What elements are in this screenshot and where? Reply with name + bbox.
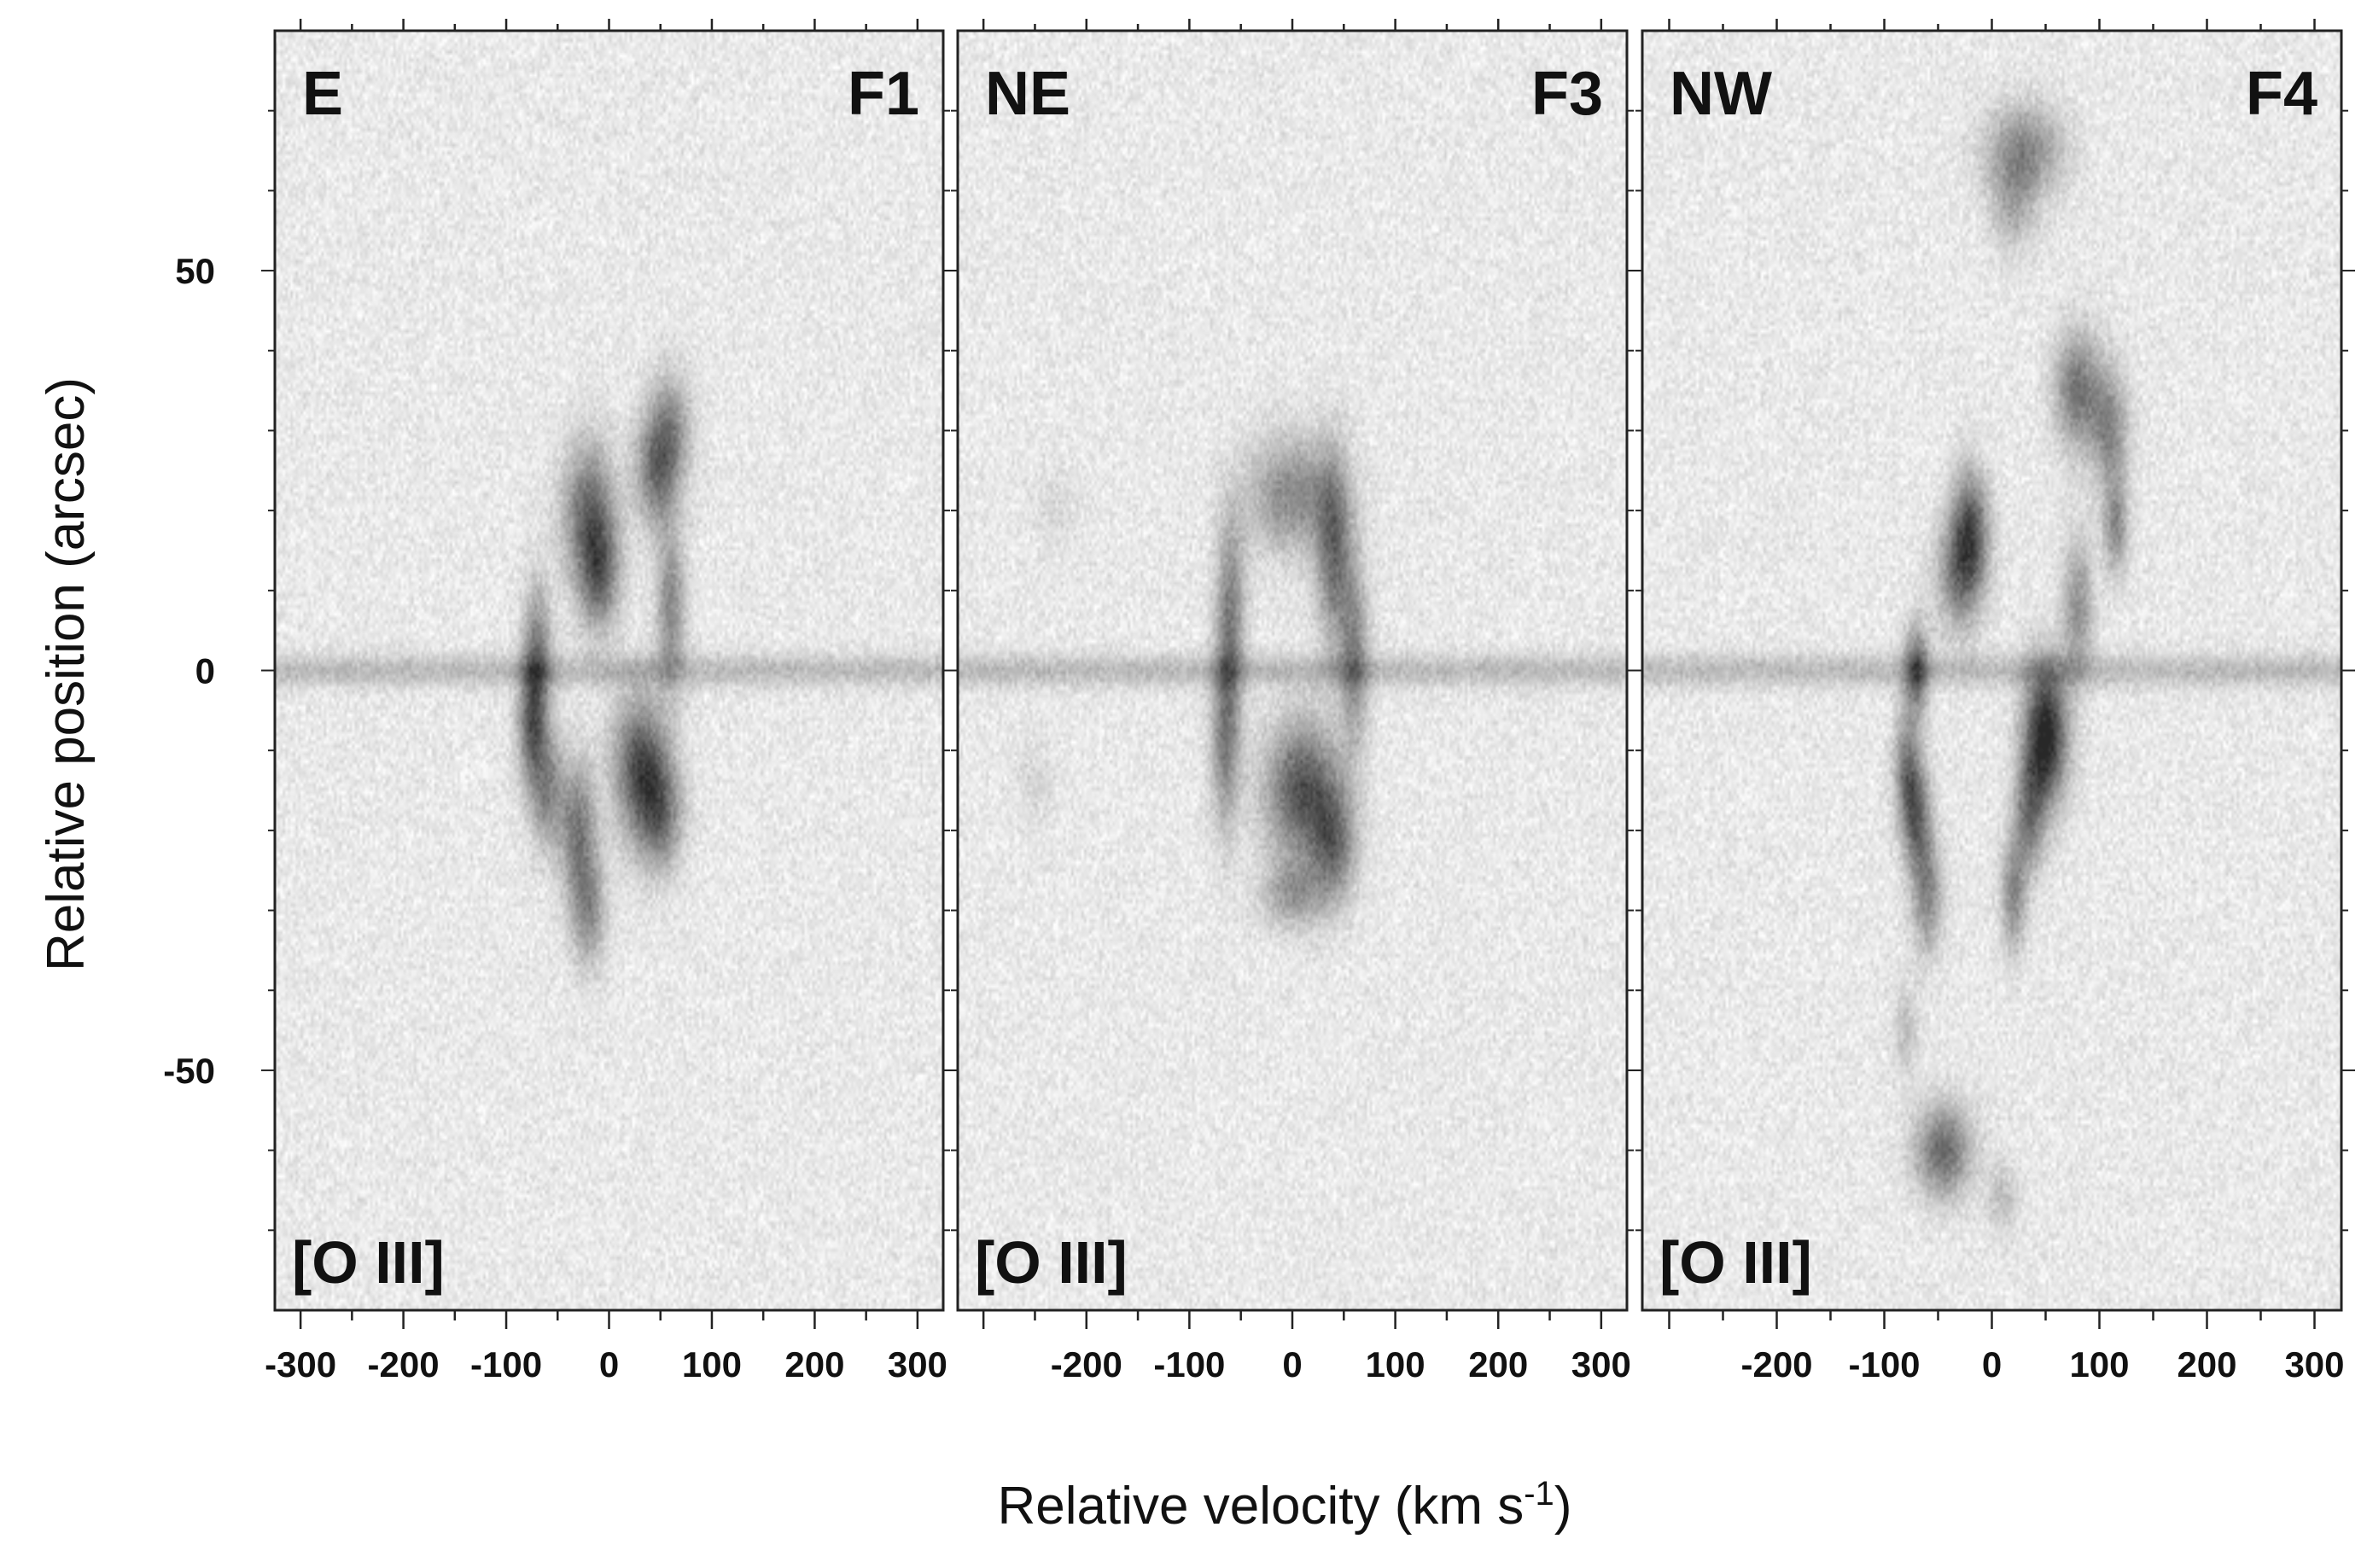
x-tick-label: -200 (368, 1344, 440, 1384)
panel-id-label: F3 (1531, 60, 1603, 128)
x-tick-label: 0 (599, 1344, 619, 1384)
x-tick-label: 100 (1366, 1344, 1425, 1384)
pv-image-f1 (275, 31, 943, 1310)
x-tick-label: -100 (470, 1344, 542, 1384)
panel-id-label: F4 (2246, 60, 2317, 128)
panels-layer: -300 -200 -100 0 100 200 300 E F1 [O III] -200 -100… (261, 19, 2355, 1384)
x-tick-label: -100 (1848, 1344, 1920, 1384)
x-tick-label: -200 (1740, 1344, 1812, 1384)
y-tick-label: -50 (163, 1051, 215, 1091)
x-tick-label: 300 (2284, 1344, 2344, 1384)
x-tick-label: 300 (888, 1344, 947, 1384)
pv-image-f4 (1642, 31, 2341, 1310)
emission-line-label: [O III] (1659, 1229, 1812, 1296)
x-tick-label: -100 (1153, 1344, 1225, 1384)
x-axis-title: Relative velocity (km s-1) (998, 1475, 1572, 1536)
emission-line-label: [O III] (975, 1229, 1128, 1296)
x-tick-label: 0 (1282, 1344, 1302, 1384)
y-tick-label: 0 (195, 651, 215, 691)
panel-f1: -300 -200 -100 0 100 200 300 E F1 [O III] (261, 19, 957, 1384)
x-tick-label: -300 (265, 1344, 336, 1384)
x-tick-label: 300 (1571, 1344, 1631, 1384)
x-tick-label: 200 (2177, 1344, 2236, 1384)
direction-label: E (302, 60, 343, 128)
direction-label: NW (1670, 60, 1772, 128)
x-tick-label: 0 (1982, 1344, 2002, 1384)
x-tick-label: -200 (1051, 1344, 1122, 1384)
y-axis-title: Relative position (arcsec) (37, 377, 96, 971)
pv-image-f3 (958, 31, 1627, 1310)
panel-id-label: F1 (848, 60, 919, 128)
y-tick-label: 50 (175, 251, 215, 291)
panel-f4: -200 -100 0 100 200 300 NW F4 [O III] (1629, 19, 2355, 1384)
x-tick-label: 200 (784, 1344, 844, 1384)
x-tick-label: 100 (2069, 1344, 2129, 1384)
emission-line-label: [O III] (292, 1229, 445, 1296)
y-axis: -50 0 50 (163, 251, 215, 1091)
panel-f3: -200 -100 0 100 200 300 NE F3 [O III] (944, 19, 1641, 1384)
x-tick-label: 200 (1468, 1344, 1528, 1384)
x-tick-label: 100 (682, 1344, 742, 1384)
direction-label: NE (985, 60, 1070, 128)
